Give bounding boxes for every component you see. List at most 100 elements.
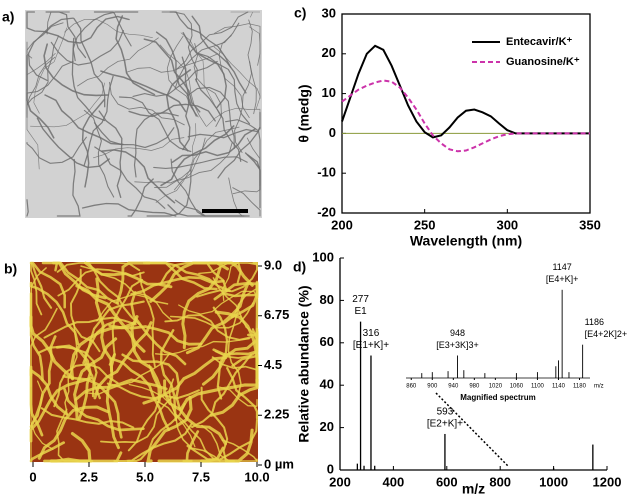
panel-label: c) (294, 5, 306, 21)
peak-label: 948 (450, 328, 465, 338)
x-tick-label: 350 (579, 217, 601, 232)
fiber (52, 261, 107, 300)
fiber (181, 265, 222, 350)
fiber (26, 54, 55, 139)
fiber (45, 11, 87, 59)
fiber (93, 137, 185, 159)
fiber (33, 27, 68, 114)
fiber (155, 31, 198, 117)
fiber (231, 354, 259, 368)
fiber (26, 41, 33, 59)
fiber (234, 61, 252, 153)
y-tick-label: 9.0 (264, 257, 282, 272)
x-tick-label: 250 (414, 217, 436, 232)
fiber (212, 306, 229, 400)
peak-label: 316 (363, 328, 380, 339)
x-tick-label: 1200 (593, 474, 622, 489)
fiber (130, 275, 225, 296)
fiber (43, 43, 109, 97)
panel-label: a) (2, 9, 14, 25)
fiber (217, 386, 258, 407)
fiber (69, 321, 137, 381)
fiber (126, 403, 186, 463)
fiber (247, 19, 257, 115)
fiber (232, 187, 261, 217)
fiber (143, 38, 201, 113)
x-tick-label: 1100 (531, 384, 545, 390)
fiber (191, 15, 247, 94)
panel-label: d) (293, 259, 306, 275)
fiber (93, 321, 153, 400)
fiber (178, 290, 258, 315)
x-tick-label: 0 (29, 469, 36, 484)
fiber (74, 378, 168, 401)
peak-label: [E2+K]+ (427, 419, 463, 430)
peak-label: [E3+3K]3+ (436, 340, 479, 350)
fiber (127, 178, 154, 217)
x-tick-label: 1000 (539, 474, 568, 489)
fiber (37, 345, 98, 398)
fiber (29, 335, 57, 429)
fiber (169, 11, 232, 68)
x-tick-label: 940 (448, 384, 459, 390)
fiber (161, 11, 198, 82)
fiber (127, 364, 160, 452)
fiber (29, 261, 66, 309)
x-tick-label: 1140 (552, 384, 566, 390)
fiber (49, 432, 92, 463)
fiber (146, 168, 192, 217)
fiber (29, 365, 44, 437)
y-tick-label: 100 (312, 249, 334, 264)
x-tick-label: 600 (436, 474, 458, 489)
fiber (187, 86, 235, 150)
fiber (248, 26, 261, 110)
panel-label: b) (4, 261, 17, 277)
x-tick-label: 900 (427, 384, 438, 390)
peak-label: 1186 (585, 317, 604, 327)
peak-label: 1147 (552, 262, 571, 272)
fiber (159, 329, 178, 422)
fiber (27, 17, 74, 82)
fiber (166, 35, 199, 118)
y-tick-label: 0 µm (264, 456, 294, 471)
peak-label: 593 (437, 407, 454, 418)
series-line (341, 79, 590, 153)
x-tick-label: 1060 (510, 384, 524, 390)
fiber (153, 156, 248, 169)
peak-label: [E4+K]+ (546, 274, 579, 284)
inset-title: Magnified spectrum (460, 393, 536, 402)
x-tick-label: 5.0 (136, 469, 154, 484)
peak-label: [E4+2K]2+ (585, 329, 628, 339)
fiber (73, 17, 106, 108)
fiber (29, 376, 93, 443)
fiber (83, 109, 115, 198)
fiber (26, 35, 60, 115)
fiber (100, 395, 174, 444)
fiber (211, 350, 258, 372)
fiber (83, 261, 142, 327)
fiber (84, 261, 173, 289)
fiber (81, 98, 106, 188)
tem-fibers (26, 11, 261, 217)
fiber (201, 330, 259, 386)
y-tick-label: 60 (320, 334, 334, 349)
x-tick-label: 10.0 (244, 469, 269, 484)
y-tick-label: -20 (317, 204, 336, 219)
fiber (121, 353, 181, 410)
fiber (46, 11, 70, 35)
x-tick-label: 7.5 (192, 469, 210, 484)
fiber (53, 363, 119, 408)
y-tick-label: 4.5 (264, 357, 282, 372)
fiber (164, 314, 253, 341)
peak-label: 277 (352, 294, 369, 305)
fiber (45, 15, 130, 44)
y-axis-label: θ (medg) (296, 84, 312, 142)
x-tick-label: 860 (406, 384, 417, 390)
fiber (145, 261, 218, 291)
fiber (146, 395, 193, 463)
fiber (77, 37, 159, 87)
y-tick-label: 6.75 (264, 307, 289, 322)
fiber (227, 303, 242, 397)
fiber (50, 30, 124, 66)
